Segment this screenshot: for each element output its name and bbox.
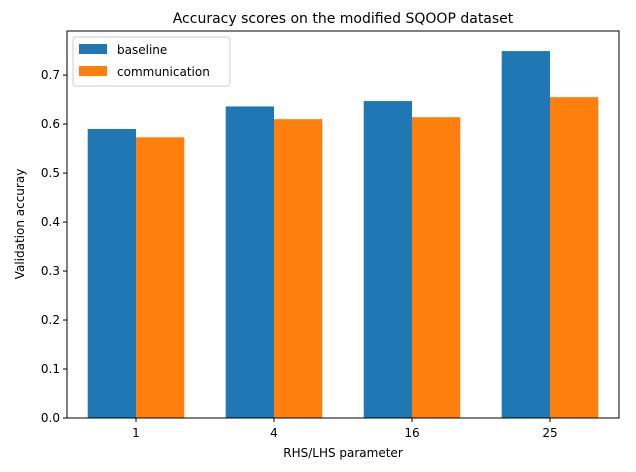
x-axis-ticks: 1 4 16 25 xyxy=(132,418,558,440)
bar-baseline-1 xyxy=(87,128,136,419)
x-tick-label: 4 xyxy=(270,426,278,440)
bar-communication-4 xyxy=(274,119,323,418)
legend-box xyxy=(72,36,231,87)
y-tick-label: 0.4 xyxy=(41,215,60,229)
legend-label-communication: communication xyxy=(117,65,210,79)
y-tick-label: 0.7 xyxy=(41,68,60,82)
bar-communication-25 xyxy=(550,97,599,419)
legend-swatch-baseline xyxy=(79,44,107,54)
bar-baseline-4 xyxy=(225,106,274,419)
chart-title: Accuracy scores on the modified SQOOP da… xyxy=(173,11,514,27)
x-tick-label: 16 xyxy=(404,426,419,440)
y-tick-label: 0.6 xyxy=(41,117,60,131)
y-axis-ticks: 0.0 0.1 0.2 0.3 0.4 0.5 0.6 0.7 xyxy=(41,68,67,425)
y-tick-label: 0.1 xyxy=(41,362,60,376)
y-tick-label: 0.2 xyxy=(41,313,60,327)
bar-communication-1 xyxy=(136,137,185,418)
y-tick-label: 0.0 xyxy=(41,411,60,425)
x-axis-label: RHS/LHS parameter xyxy=(283,446,403,460)
bar-baseline-16 xyxy=(363,101,412,419)
legend-label-baseline: baseline xyxy=(117,43,167,57)
x-tick-label: 1 xyxy=(132,426,140,440)
y-axis-label: Validation accuray xyxy=(13,169,27,280)
y-tick-label: 0.3 xyxy=(41,264,60,278)
legend-swatch-communication xyxy=(79,66,107,76)
y-tick-label: 0.5 xyxy=(41,166,60,180)
x-tick-label: 25 xyxy=(542,426,557,440)
plot-frame xyxy=(66,30,620,419)
bars-group xyxy=(87,51,599,419)
legend: baseline communication xyxy=(72,36,231,87)
bar-communication-16 xyxy=(412,117,461,419)
bar-baseline-25 xyxy=(501,51,550,418)
